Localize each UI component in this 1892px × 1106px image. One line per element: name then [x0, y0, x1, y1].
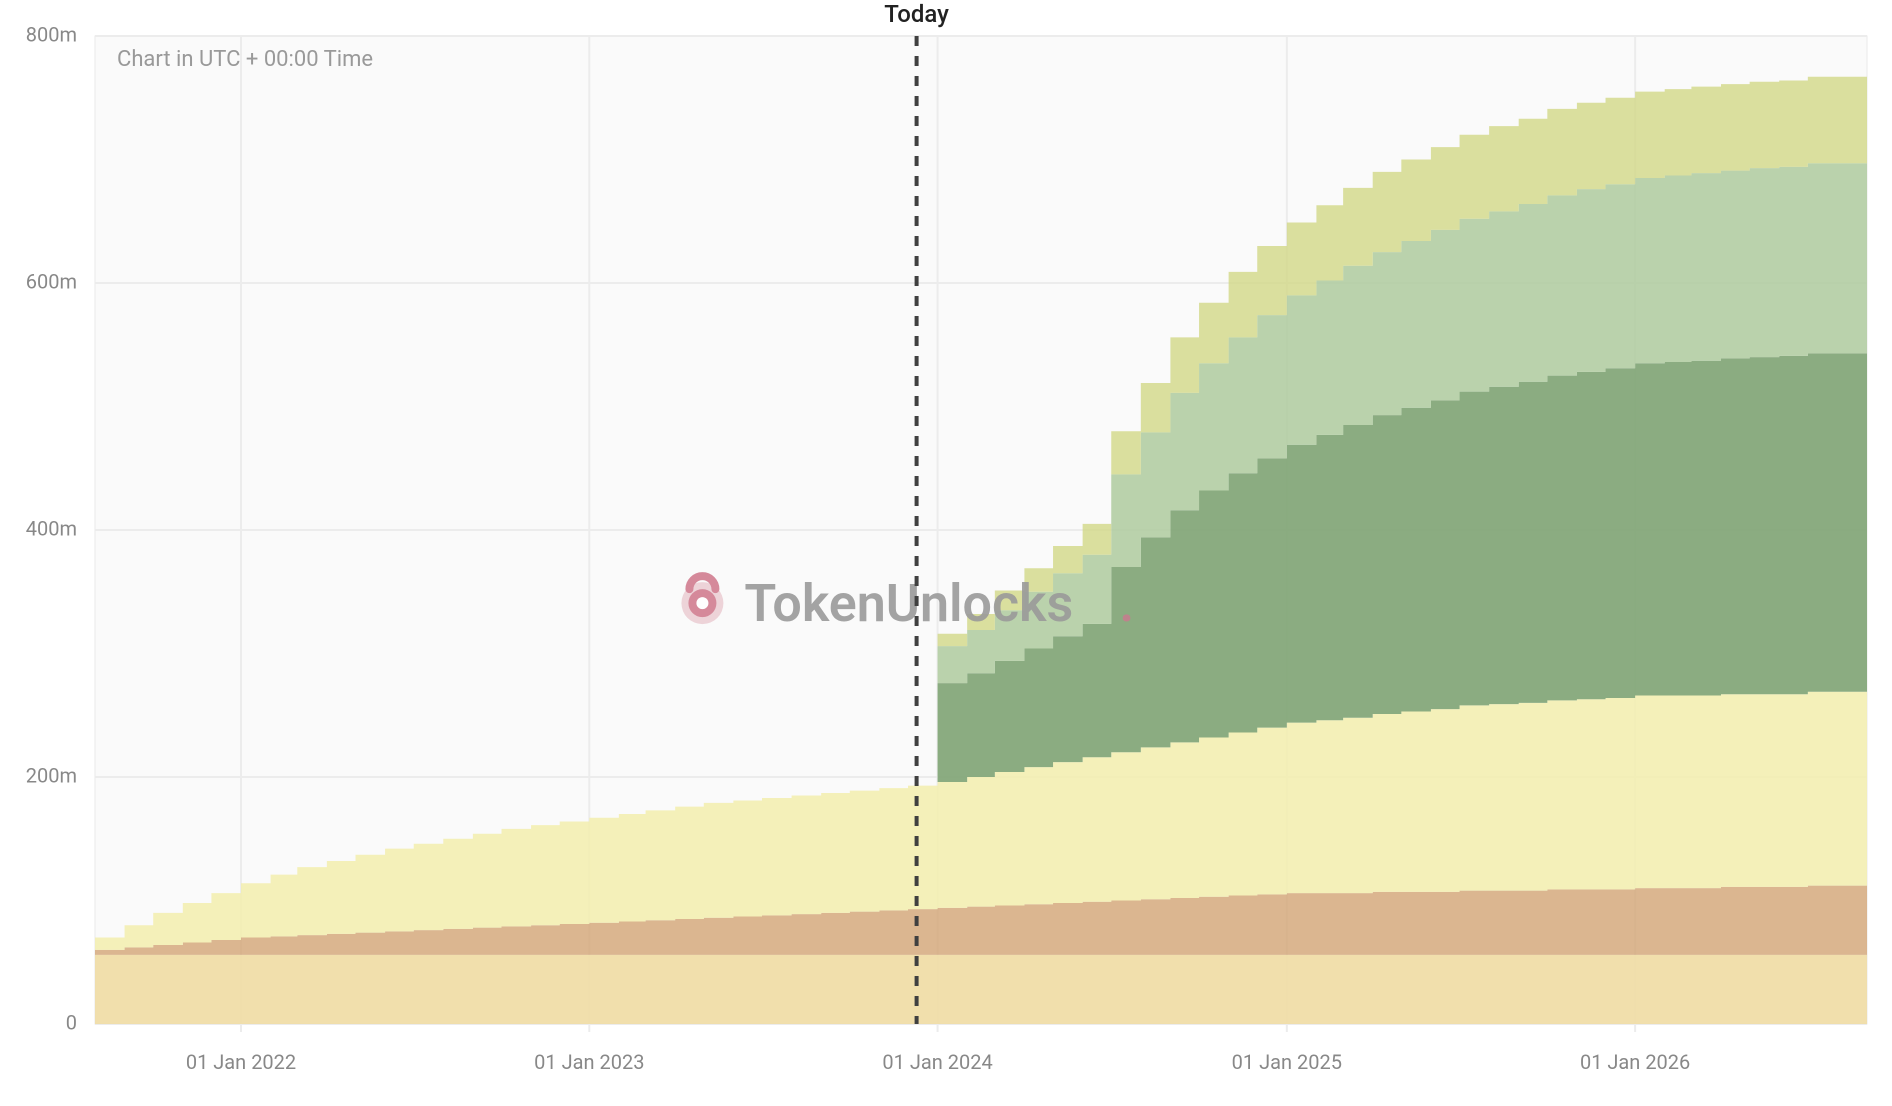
- watermark-dot: .: [1119, 573, 1134, 634]
- xtick-label: 01 Jan 2026: [1580, 1050, 1690, 1074]
- today-label: Today: [884, 0, 949, 28]
- chart-svg: 0 200m 400m 600m 800m 01 Jan 2022 01 Jan 2023 0…: [0, 0, 1892, 1106]
- xtick-label: 01 Jan 2024: [882, 1050, 992, 1074]
- token-unlocks-chart: 0 200m 400m 600m 800m 01 Jan 2022 01 Jan 2023 0…: [0, 0, 1892, 1106]
- xtick-label: 01 Jan 2025: [1232, 1050, 1342, 1074]
- lock-icon: [681, 576, 723, 624]
- ytick-label: 800m: [26, 22, 77, 46]
- xtick-label: 01 Jan 2022: [186, 1050, 296, 1074]
- chart-note: Chart in UTC + 00:00 Time: [117, 47, 373, 72]
- ytick-label: 0: [66, 1010, 77, 1034]
- watermark-text: TokenUnlocks: [744, 573, 1073, 634]
- ytick-label: 200m: [26, 763, 77, 787]
- area-series-1: [95, 955, 1867, 1024]
- xtick-label: 01 Jan 2023: [534, 1050, 644, 1074]
- ytick-label: 600m: [26, 269, 77, 293]
- watermark: TokenUnlocks.: [681, 573, 1134, 634]
- ytick-label: 400m: [26, 516, 77, 540]
